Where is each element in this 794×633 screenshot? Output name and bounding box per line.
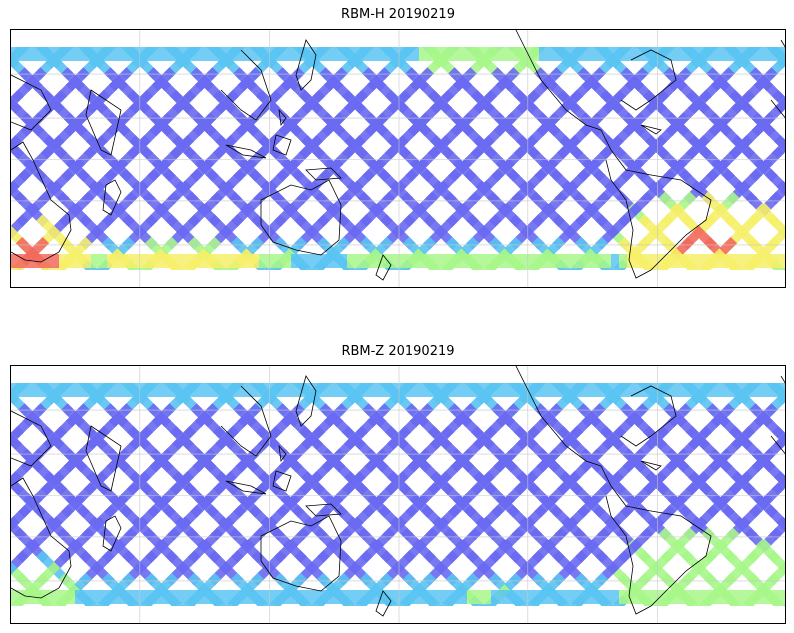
coastlines bbox=[11, 366, 785, 617]
swath-map-rbm-h bbox=[11, 30, 785, 287]
graticule bbox=[11, 366, 785, 623]
map-panel-rbm-h bbox=[10, 29, 786, 288]
panel-title-rbm-z: RBM-Z 20190219 bbox=[341, 344, 455, 359]
satellite-swaths bbox=[11, 47, 785, 270]
swath-map-rbm-z bbox=[11, 366, 785, 623]
panel-title-rbm-h: RBM-H 20190219 bbox=[341, 7, 455, 22]
graticule bbox=[11, 30, 785, 287]
map-panel-rbm-z bbox=[10, 365, 786, 624]
satellite-swaths bbox=[11, 383, 785, 606]
coastlines bbox=[11, 30, 785, 281]
